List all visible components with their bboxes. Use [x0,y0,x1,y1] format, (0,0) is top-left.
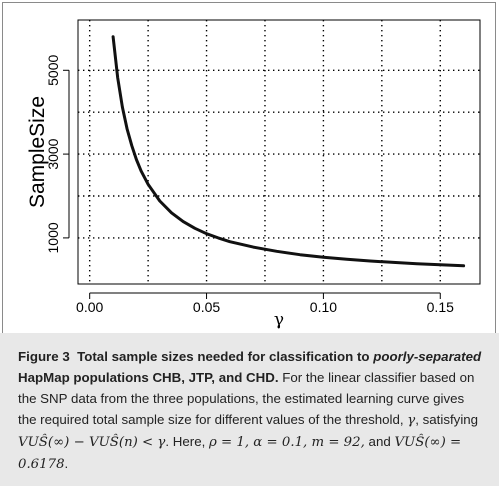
y-axis-label: SampleSize [26,96,49,208]
x-axis-label: γ [274,310,284,330]
y-tick-label: 1000 [45,222,61,253]
caption-body-2: , satisfying [415,412,479,427]
caption-gamma: γ [407,413,416,428]
x-tick-label: 0.10 [310,299,337,315]
caption-body-5: . [64,456,69,471]
caption-vus-inequality: VUŜ(∞) − VUŜ(n) < γ [18,435,166,450]
x-tick-label: 0.05 [193,299,220,315]
caption-title-italic: poorly-separated [373,349,482,364]
caption-title-part1: Total sample sizes needed for classifica… [77,349,370,364]
caption-body-4: and [368,434,391,449]
x-tick-label: 0.00 [76,299,103,315]
caption-title-part2: HapMap populations CHB, JTP, and CHD. [18,370,279,385]
figure-caption: Figure 3 Total sample sizes needed for c… [0,333,499,486]
caption-vus-value: VUŜ(∞) = 0.6178 [18,435,462,472]
y-tick-label: 5000 [45,55,61,86]
figure-label: Figure 3 [18,349,70,364]
sample-size-curve [111,35,466,268]
caption-body-1: For the linear classifier based on the S… [18,370,475,427]
grid-lines [78,20,480,284]
caption-body-3: . Here, [165,434,206,449]
axes: 0.00 0.05 0.10 0.15 1000 3000 5000 [45,55,454,315]
x-tick-label: 0.15 [427,299,454,315]
caption-params: ρ = 1, α = 0.1, m = 92, [208,435,365,450]
y-tick-label: 3000 [45,138,61,169]
plot-frame [77,19,481,285]
